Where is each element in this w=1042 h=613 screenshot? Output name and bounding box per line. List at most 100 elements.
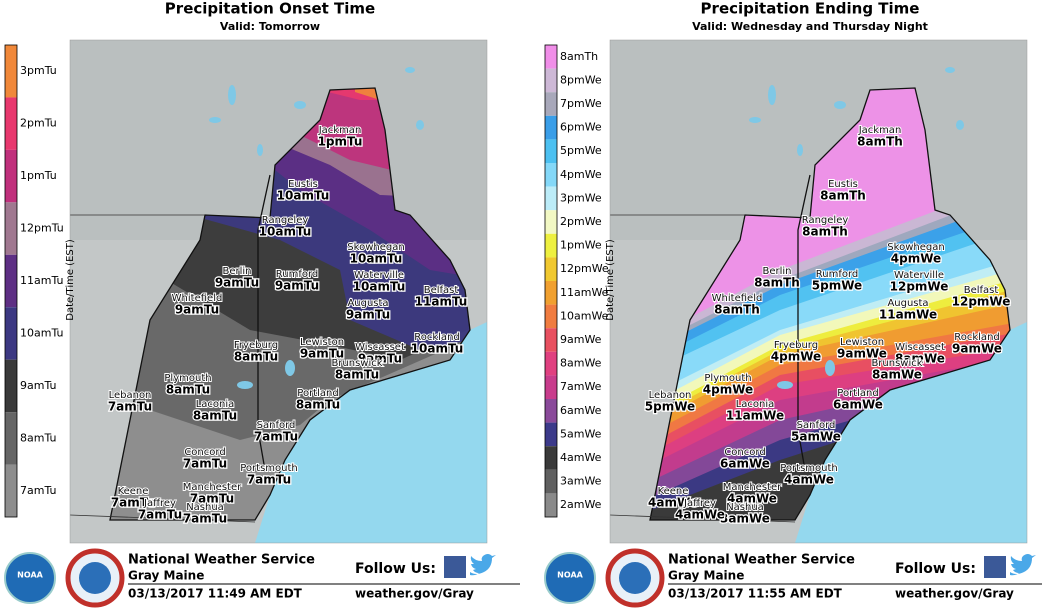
ocean xyxy=(255,322,487,543)
city-name: Laconia xyxy=(196,399,235,410)
legend-label: 10amWe xyxy=(560,309,609,322)
ocean xyxy=(795,322,1027,543)
lake xyxy=(209,117,221,123)
city-time: 4pmWe xyxy=(703,383,753,397)
lake xyxy=(257,144,263,156)
legend-swatch xyxy=(545,233,557,258)
legend-swatch xyxy=(545,328,557,352)
city-name: Keene xyxy=(658,486,689,497)
lake xyxy=(285,360,295,376)
city-time: 9amTu xyxy=(358,352,402,366)
legend-swatch xyxy=(545,210,557,234)
city-name: Belfast xyxy=(964,285,999,296)
city-time: 6amWe xyxy=(833,398,883,412)
city-time: 7amTu xyxy=(247,473,291,487)
city-time: 8amTu xyxy=(166,383,210,397)
legend-label: 8amTu xyxy=(20,431,56,444)
lake xyxy=(825,360,835,376)
subtitle: Valid: Wednesday and Thursday Night xyxy=(692,20,928,33)
city-name: Jaffrey xyxy=(683,498,716,509)
legend-label: 9amTu xyxy=(20,379,56,392)
city-name: Portland xyxy=(837,388,878,399)
city-time: 10amTu xyxy=(259,225,312,239)
legend-swatch xyxy=(545,304,557,329)
legend-label: 1pmTu xyxy=(20,169,57,182)
city-time: 10amTu xyxy=(277,189,330,203)
noaa-logo-text: NOAA xyxy=(17,571,43,580)
map-frame xyxy=(609,39,1028,544)
legend-swatch xyxy=(545,68,557,93)
city-name: Brunswick xyxy=(871,358,922,369)
footer-follow: Follow Us: xyxy=(895,561,976,577)
city-name: Rangeley xyxy=(262,215,309,226)
legend-swatch xyxy=(545,351,557,376)
city-time: 7amTu xyxy=(254,430,298,444)
footer-url: weather.gov/Gray xyxy=(895,587,1014,601)
city-time: 8amTh xyxy=(857,135,903,149)
lake xyxy=(768,85,776,105)
city-time: 4amWe xyxy=(648,496,698,510)
lake xyxy=(797,144,803,156)
legend-swatch xyxy=(545,446,557,470)
city-time: 9amTu xyxy=(215,276,259,290)
legend-swatch xyxy=(545,257,557,281)
legend-swatch xyxy=(5,359,17,413)
city-time: 7amTu xyxy=(111,496,155,510)
legend-label: 3pmWe xyxy=(560,191,602,204)
legend-title: Date/Time (EST) xyxy=(605,239,616,321)
city-name: Augusta xyxy=(887,298,928,309)
legend-label: 6pmWe xyxy=(560,121,602,134)
city-name: Keene xyxy=(118,486,149,497)
legend-swatch xyxy=(5,45,17,98)
state-border xyxy=(797,174,811,471)
city-name: Jaffrey xyxy=(143,498,176,509)
facebook-icon xyxy=(984,556,1006,578)
footer-follow: Follow Us: xyxy=(355,561,436,577)
city-name: Sanford xyxy=(257,420,296,431)
city-time: 10amTu xyxy=(411,342,464,356)
legend-label: 5amWe xyxy=(560,427,602,440)
city-time: 10amTu xyxy=(353,280,406,294)
lake xyxy=(945,67,955,73)
panel: Precipitation Ending Time Valid: Wednesda… xyxy=(544,0,1042,608)
city-time: 1pmTu xyxy=(318,135,363,149)
legend-swatch xyxy=(545,186,557,211)
legend-label: 1pmWe xyxy=(560,239,602,252)
city-time: 8amWe xyxy=(872,368,922,382)
city-name: Augusta xyxy=(347,298,388,309)
city-time: 5pmWe xyxy=(812,279,862,293)
legend-label: 4pmWe xyxy=(560,168,602,181)
city-time: 4pmWe xyxy=(771,350,821,364)
city-time: 8amTu xyxy=(193,409,237,423)
city-time: 7amTu xyxy=(183,457,227,471)
city-name: Waterville xyxy=(894,270,944,281)
footer-org: National Weather Service xyxy=(668,553,855,568)
legend-label: 2amWe xyxy=(560,498,602,511)
legend-frame xyxy=(544,44,558,518)
state-outline xyxy=(109,87,471,521)
panel: Precipitation Onset Time Valid: Tomorrow J… xyxy=(4,0,520,608)
city-time: 9amWe xyxy=(952,342,1002,356)
legend-label: 7amTu xyxy=(20,484,56,497)
legend-label: 11amTu xyxy=(20,274,63,287)
city-name: Concord xyxy=(184,447,225,458)
city-time: 12pmWe xyxy=(890,280,949,294)
legend-label: 2pmTu xyxy=(20,117,57,130)
lake xyxy=(416,120,424,130)
title: Precipitation Ending Time xyxy=(701,0,920,18)
legend-swatch xyxy=(545,493,557,517)
border-line xyxy=(69,514,256,523)
legend-label: 12pmTu xyxy=(20,222,64,235)
legend-swatch xyxy=(5,307,17,360)
city-time: 8amTu xyxy=(335,368,379,382)
city-name: Belfast xyxy=(424,285,459,296)
legend-swatch xyxy=(545,399,557,423)
city-time: 8amTu xyxy=(296,398,340,412)
city-time: 8amTh xyxy=(820,189,866,203)
legend-label: 7pmWe xyxy=(560,97,602,110)
city-name: Waterville xyxy=(354,270,404,281)
lake xyxy=(294,101,306,109)
city-time: 4amWe xyxy=(727,492,777,506)
city-time: 8amTh xyxy=(714,303,760,317)
city-time: 8amTu xyxy=(234,350,278,364)
